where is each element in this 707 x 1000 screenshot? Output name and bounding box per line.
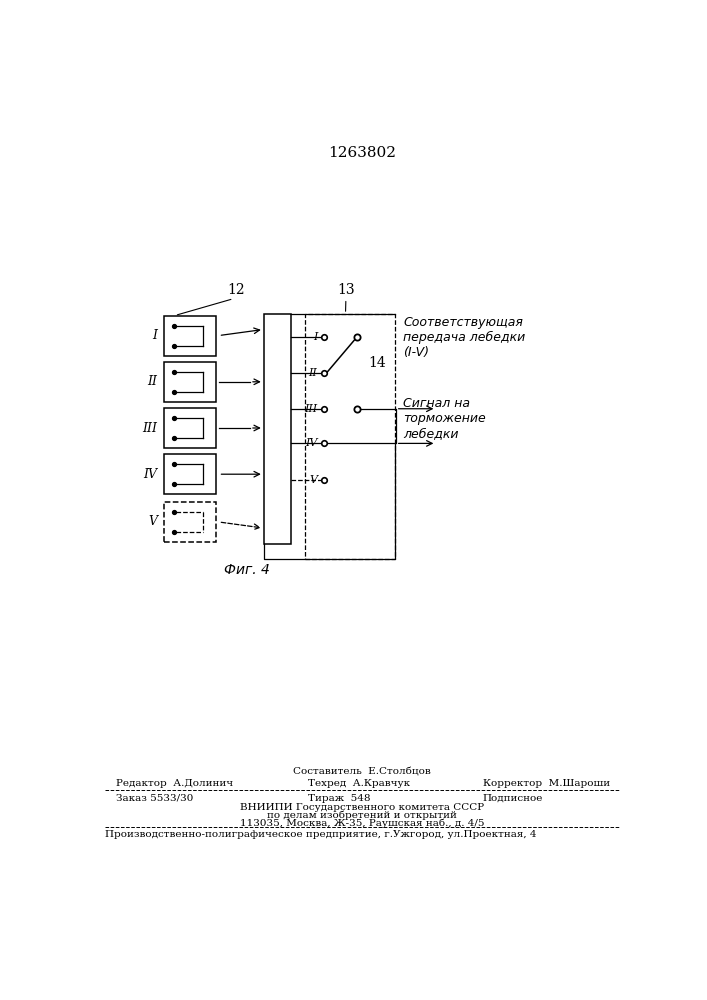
Text: Сигнал на
торможение
лебедки: Сигнал на торможение лебедки: [404, 397, 486, 440]
Text: Фиг. 4: Фиг. 4: [224, 563, 270, 577]
Bar: [264, 314, 291, 544]
Text: I: I: [152, 329, 157, 342]
Text: V: V: [148, 515, 157, 528]
Text: 1263802: 1263802: [328, 146, 397, 160]
Text: Заказ 5533/30: Заказ 5533/30: [116, 794, 193, 803]
Bar: [164, 502, 216, 542]
Text: III: III: [142, 422, 157, 434]
Text: Тираж  548: Тираж 548: [308, 794, 370, 803]
Text: 12: 12: [228, 283, 245, 297]
Text: I: I: [313, 332, 317, 342]
Text: Техред  А.Кравчук: Техред А.Кравчук: [308, 779, 409, 788]
Text: III: III: [304, 404, 317, 414]
Text: Корректор  М.Шароши: Корректор М.Шароши: [483, 779, 610, 788]
Bar: [164, 454, 216, 494]
Text: Cоответствующая
передача лебедки
(I-V): Cоответствующая передача лебедки (I-V): [404, 316, 526, 359]
Text: Составитель  Е.Столбцов: Составитель Е.Столбцов: [293, 767, 431, 776]
Text: Редактор  А.Долинич: Редактор А.Долинич: [116, 779, 233, 788]
Text: по делам изобретений и открытий: по делам изобретений и открытий: [267, 811, 457, 820]
Text: 14: 14: [368, 356, 385, 370]
Text: 13: 13: [337, 283, 355, 297]
Bar: [164, 408, 216, 448]
Text: Производственно-полиграфическое предприятие, г.Ужгород, ул.Проектная, 4: Производственно-полиграфическое предприя…: [105, 830, 537, 839]
Bar: [305, 314, 395, 559]
Text: V: V: [310, 475, 317, 485]
Text: ВНИИПИ Государственного комитета СССР: ВНИИПИ Государственного комитета СССР: [240, 803, 484, 812]
Bar: [164, 316, 216, 356]
Bar: [164, 362, 216, 402]
Text: II: II: [147, 375, 157, 388]
Text: IV: IV: [143, 468, 157, 481]
Text: II: II: [309, 368, 317, 378]
Text: 113035, Москва, Ж-35, Раушская наб., д. 4/5: 113035, Москва, Ж-35, Раушская наб., д. …: [240, 818, 484, 828]
Text: IV: IV: [305, 438, 317, 448]
Text: Подписное: Подписное: [483, 794, 543, 803]
